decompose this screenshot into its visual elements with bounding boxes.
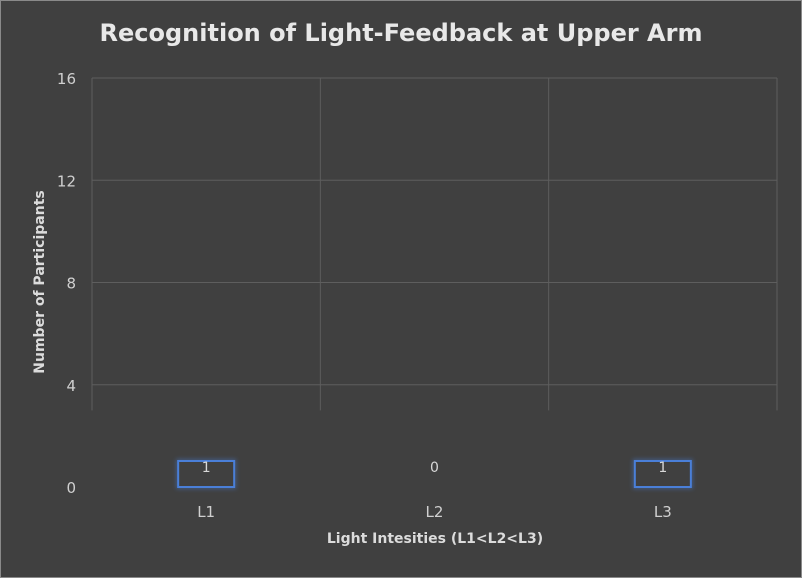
data-label: 1 (658, 460, 667, 476)
y-tick-label: 4 (66, 377, 76, 395)
y-tick-label: 0 (66, 479, 76, 497)
chart-title: Recognition of Light-Feedback at Upper A… (99, 19, 703, 47)
y-tick-label: 16 (57, 70, 76, 88)
x-tick-label: L3 (654, 503, 672, 521)
bar (633, 460, 692, 488)
y-tick-label: 12 (57, 172, 76, 190)
x-axis-label: Light Intesities (L1<L2<L3) (326, 531, 544, 547)
bar (177, 460, 236, 488)
x-tick-label: L2 (426, 503, 444, 521)
data-label: 0 (430, 460, 439, 476)
data-label: 1 (202, 460, 211, 476)
y-tick-label: 8 (66, 275, 76, 293)
x-tick-label: L1 (197, 503, 215, 521)
